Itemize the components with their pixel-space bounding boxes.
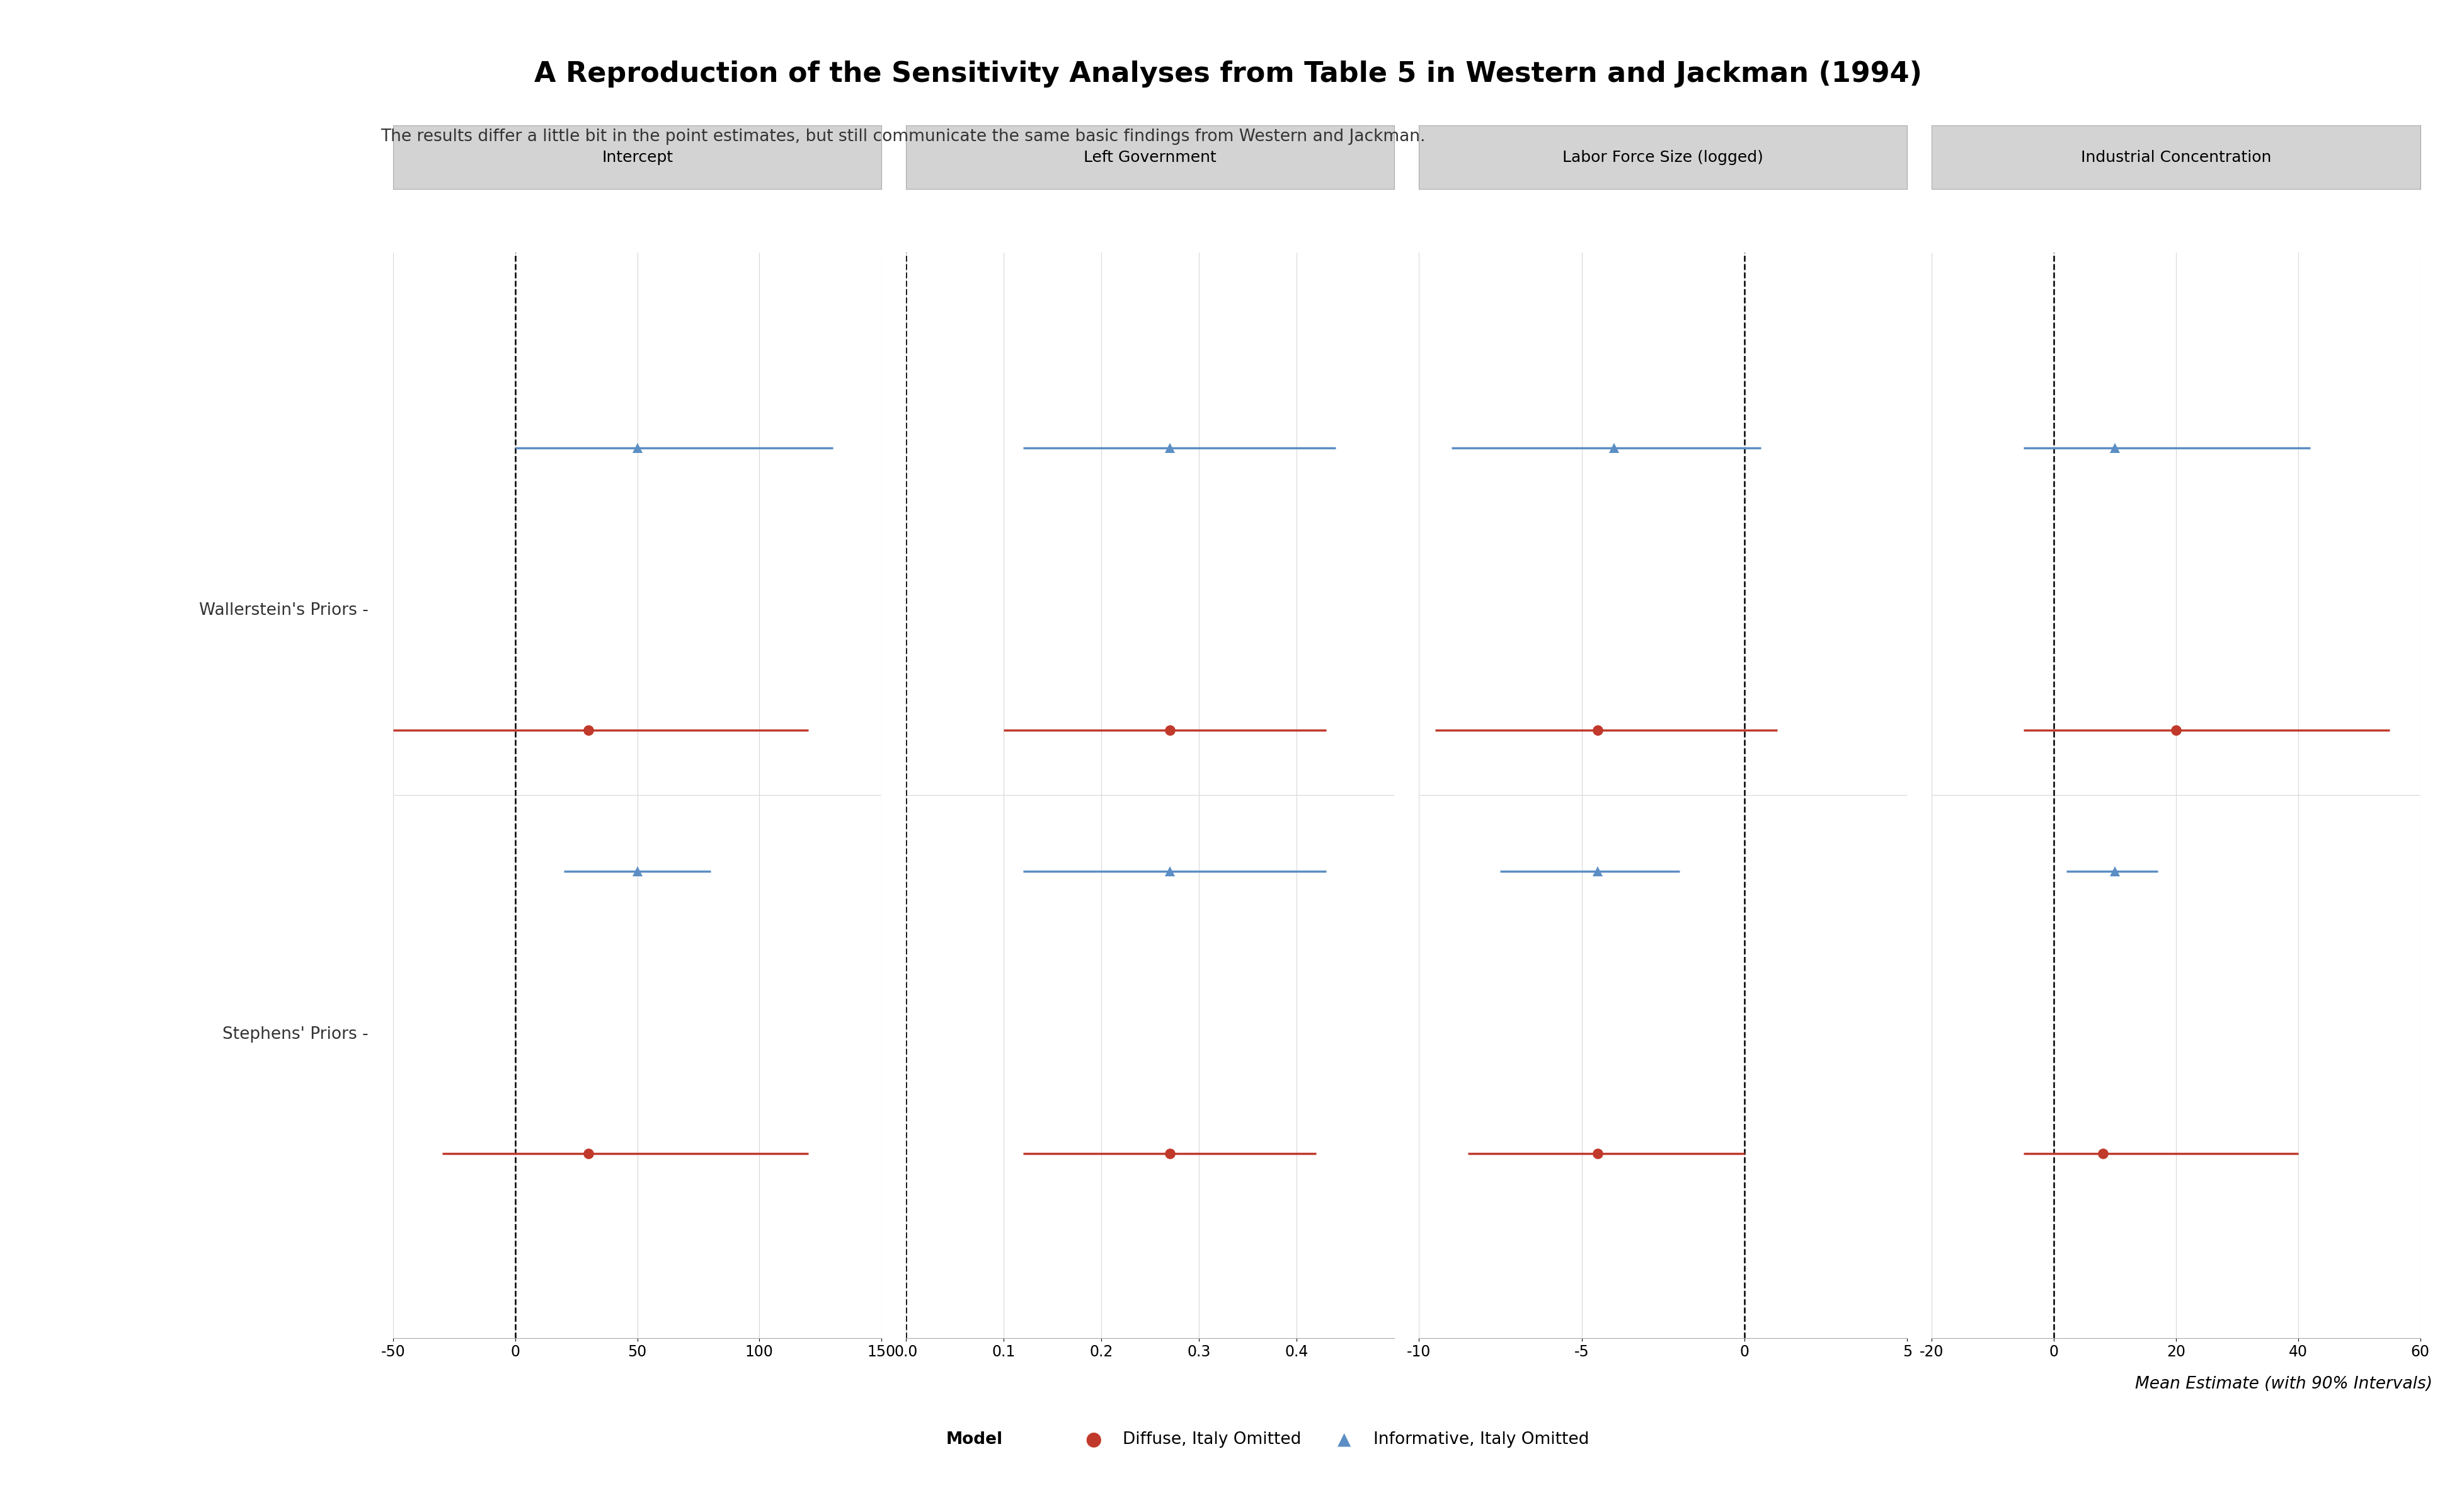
Text: ▲: ▲ <box>1337 1430 1351 1448</box>
Text: Industrial Concentration: Industrial Concentration <box>2081 150 2270 165</box>
Text: Stephens' Priors -: Stephens' Priors - <box>224 1027 369 1042</box>
Text: Diffuse, Italy Omitted: Diffuse, Italy Omitted <box>1123 1432 1302 1447</box>
Text: Labor Force Size (logged): Labor Force Size (logged) <box>1563 150 1764 165</box>
Text: Wallerstein's Priors -: Wallerstein's Priors - <box>199 603 369 618</box>
Text: The results differ a little bit in the point estimates, but still communicate th: The results differ a little bit in the p… <box>381 129 1425 145</box>
Text: Left Government: Left Government <box>1084 150 1216 165</box>
Text: A Reproduction of the Sensitivity Analyses from Table 5 in Western and Jackman (: A Reproduction of the Sensitivity Analys… <box>536 60 1921 88</box>
Text: Intercept: Intercept <box>602 150 673 165</box>
Text: Informative, Italy Omitted: Informative, Italy Omitted <box>1373 1432 1590 1447</box>
Text: Model: Model <box>946 1432 1002 1447</box>
Text: ●: ● <box>1086 1430 1101 1448</box>
Text: Mean Estimate (with 90% Intervals): Mean Estimate (with 90% Intervals) <box>2135 1376 2432 1393</box>
